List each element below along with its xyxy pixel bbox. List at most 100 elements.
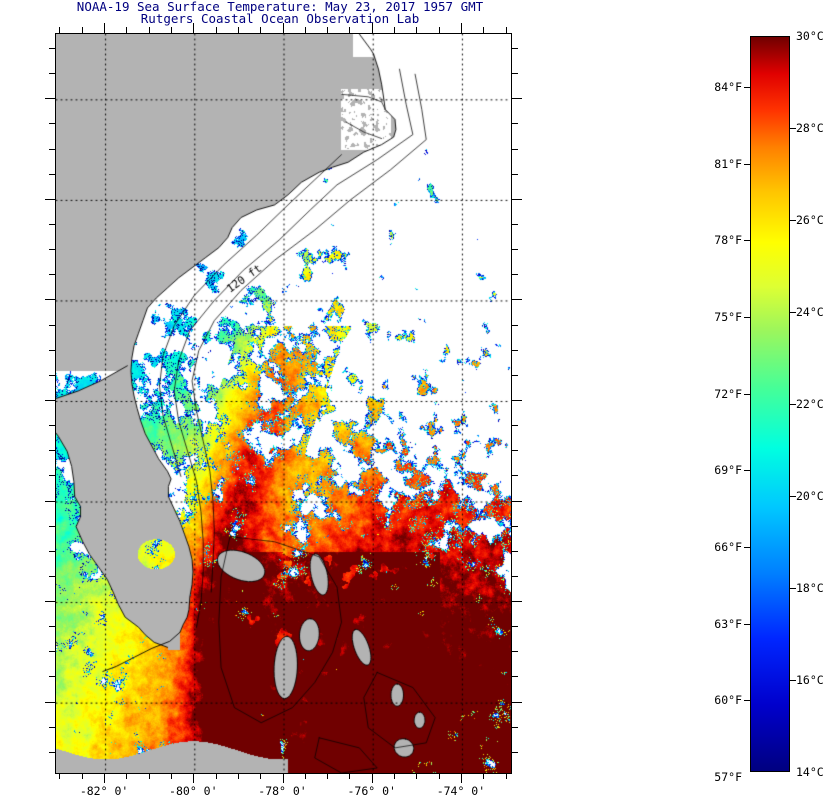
longitude-top-tick	[505, 27, 507, 33]
longitude-top-tick	[104, 23, 106, 33]
latitude-right-tick	[512, 374, 518, 376]
longitude-tick-label: -80° 0'	[169, 784, 218, 798]
longitude-top-tick	[193, 23, 195, 33]
latitude-major-tick	[45, 500, 55, 502]
longitude-minor-tick	[438, 773, 440, 779]
colorbar-fahrenheit-tick	[744, 163, 751, 165]
longitude-tick-label: -82° 0'	[79, 784, 129, 798]
longitude-top-tick	[215, 27, 217, 33]
latitude-right-tick	[512, 224, 518, 226]
longitude-minor-tick	[349, 773, 351, 779]
colorbar-celsius-label: 22°C	[796, 397, 824, 411]
latitude-minor-tick	[49, 626, 55, 628]
latitude-right-tick	[512, 751, 518, 753]
longitude-top-tick	[126, 27, 128, 33]
longitude-minor-tick	[170, 773, 172, 779]
longitude-tick-label: -76° 0'	[347, 784, 396, 798]
colorbar-celsius-label: 24°C	[796, 305, 824, 319]
temperature-colorbar	[750, 36, 790, 772]
colorbar-celsius-tick	[789, 588, 796, 589]
latitude-right-tick	[512, 550, 518, 552]
latitude-minor-tick	[49, 751, 55, 753]
colorbar-fahrenheit-tick	[744, 317, 751, 319]
latitude-minor-tick	[49, 374, 55, 376]
latitude-minor-tick	[49, 123, 55, 125]
latitude-right-tick	[512, 73, 518, 75]
longitude-top-tick	[394, 27, 396, 33]
colorbar-fahrenheit-tick	[744, 700, 751, 702]
colorbar-celsius-tick	[789, 312, 796, 313]
colorbar-celsius-tick	[789, 220, 796, 221]
longitude-major-tick	[371, 773, 373, 783]
longitude-minor-tick	[304, 773, 306, 779]
colorbar-fahrenheit-label: 78°F	[714, 233, 742, 248]
latitude-right-tick	[512, 198, 522, 200]
latitude-right-tick	[512, 626, 518, 628]
latitude-minor-tick	[49, 550, 55, 552]
colorbar-fahrenheit-label: 81°F	[714, 156, 742, 171]
longitude-major-tick	[104, 773, 106, 783]
latitude-right-tick	[512, 349, 518, 351]
longitude-minor-tick	[416, 773, 418, 779]
latitude-minor-tick	[49, 575, 55, 577]
sst-heatmap-canvas	[56, 34, 511, 773]
latitude-minor-tick	[49, 324, 55, 326]
latitude-right-tick	[512, 173, 518, 175]
colorbar-fahrenheit-tick	[744, 623, 751, 625]
colorbar-fahrenheit-tick	[744, 547, 751, 549]
colorbar-fahrenheit-label: 75°F	[714, 310, 742, 325]
latitude-axis: 36° 0'34° 0'32° 0'30° 0'28° 0'26° 0'24° …	[0, 0, 55, 793]
colorbar-fahrenheit-tick	[744, 393, 751, 395]
colorbar-celsius-label: 20°C	[796, 489, 824, 503]
longitude-top-tick	[327, 27, 329, 33]
longitude-minor-tick	[260, 773, 262, 779]
longitude-top-tick	[416, 27, 418, 33]
latitude-minor-tick	[49, 726, 55, 728]
colorbar-celsius-tick	[789, 496, 796, 497]
colorbar-fahrenheit-label: 72°F	[714, 386, 742, 401]
latitude-right-tick	[512, 450, 518, 452]
latitude-right-tick	[512, 148, 518, 150]
latitude-right-tick	[512, 299, 522, 301]
latitude-right-tick	[512, 525, 518, 527]
latitude-minor-tick	[49, 425, 55, 427]
longitude-top-tick	[81, 27, 83, 33]
latitude-minor-tick	[49, 73, 55, 75]
longitude-top-tick	[260, 27, 262, 33]
longitude-top-tick	[304, 27, 306, 33]
longitude-minor-tick	[483, 773, 485, 779]
colorbar-fahrenheit-label: 66°F	[714, 540, 742, 555]
longitude-top-tick	[237, 27, 239, 33]
latitude-right-tick	[512, 475, 518, 477]
colorbar-celsius-label: 26°C	[796, 213, 824, 227]
latitude-right-tick	[512, 48, 518, 50]
longitude-minor-tick	[59, 773, 61, 779]
latitude-right-tick	[512, 425, 518, 427]
latitude-minor-tick	[49, 349, 55, 351]
chart-subtitle: Rutgers Coastal Ocean Observation Lab	[140, 11, 420, 26]
longitude-minor-tick	[505, 773, 507, 779]
longitude-top-tick	[460, 23, 462, 33]
latitude-right-tick	[512, 249, 518, 251]
longitude-major-tick	[282, 773, 284, 783]
colorbar-celsius-tick	[789, 128, 796, 129]
latitude-minor-tick	[49, 676, 55, 678]
longitude-minor-tick	[237, 773, 239, 779]
latitude-right-tick	[512, 726, 518, 728]
latitude-minor-tick	[49, 148, 55, 150]
latitude-right-tick	[512, 701, 522, 703]
colorbar-celsius-label: 18°C	[796, 581, 824, 595]
longitude-top-tick	[148, 27, 150, 33]
longitude-minor-tick	[327, 773, 329, 779]
colorbar-celsius-tick	[789, 404, 796, 405]
latitude-major-tick	[45, 701, 55, 703]
colorbar-fahrenheit-label: 60°F	[714, 693, 742, 708]
longitude-minor-tick	[394, 773, 396, 779]
latitude-minor-tick	[49, 249, 55, 251]
longitude-minor-tick	[148, 773, 150, 779]
latitude-minor-tick	[49, 224, 55, 226]
longitude-top-tick	[438, 27, 440, 33]
latitude-right-tick	[512, 98, 522, 100]
colorbar-fahrenheit-label: 57°F	[714, 770, 742, 785]
latitude-minor-tick	[49, 173, 55, 175]
